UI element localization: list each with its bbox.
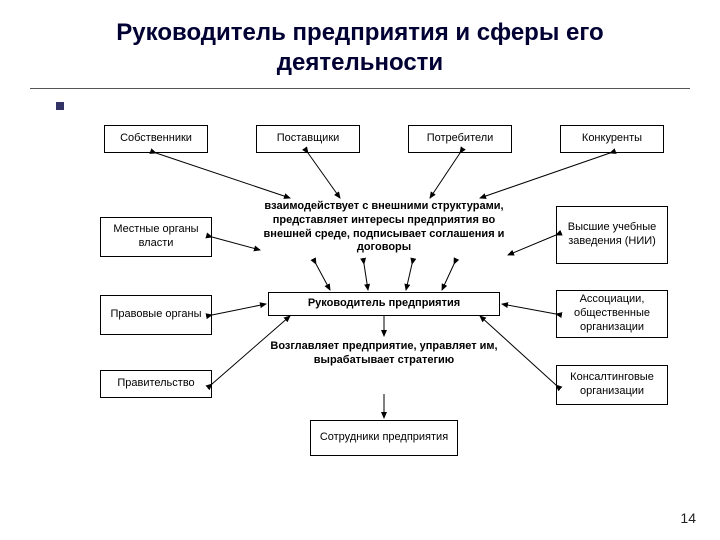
box-consulting: Консалтинговые организации	[556, 365, 668, 405]
box-suppliers: Поставщики	[256, 125, 360, 153]
box-employees: Сотрудники предприятия	[310, 420, 458, 456]
box-competitors: Конкуренты	[560, 125, 664, 153]
page-title: Руководитель предприятия и сферы его дея…	[0, 0, 720, 86]
box-higher-education: Высшие учебные заведения (НИИ)	[556, 206, 668, 264]
box-associations: Ассоциации, общественные организации	[556, 290, 668, 338]
page-number: 14	[680, 510, 696, 526]
box-owners: Собственники	[104, 125, 208, 153]
box-legal-bodies: Правовые органы	[100, 295, 212, 335]
box-government: Правительство	[100, 370, 212, 398]
box-consumers: Потребители	[408, 125, 512, 153]
title-rule	[30, 88, 690, 89]
text-interacts: взаимодействует с внешними структурами, …	[250, 200, 518, 255]
text-heads: Возглавляет предприятие, управляет им, в…	[270, 340, 498, 368]
title-bullet	[56, 102, 64, 110]
box-local-authorities: Местные органы власти	[100, 217, 212, 257]
box-leader: Руководитель предприятия	[268, 292, 500, 316]
